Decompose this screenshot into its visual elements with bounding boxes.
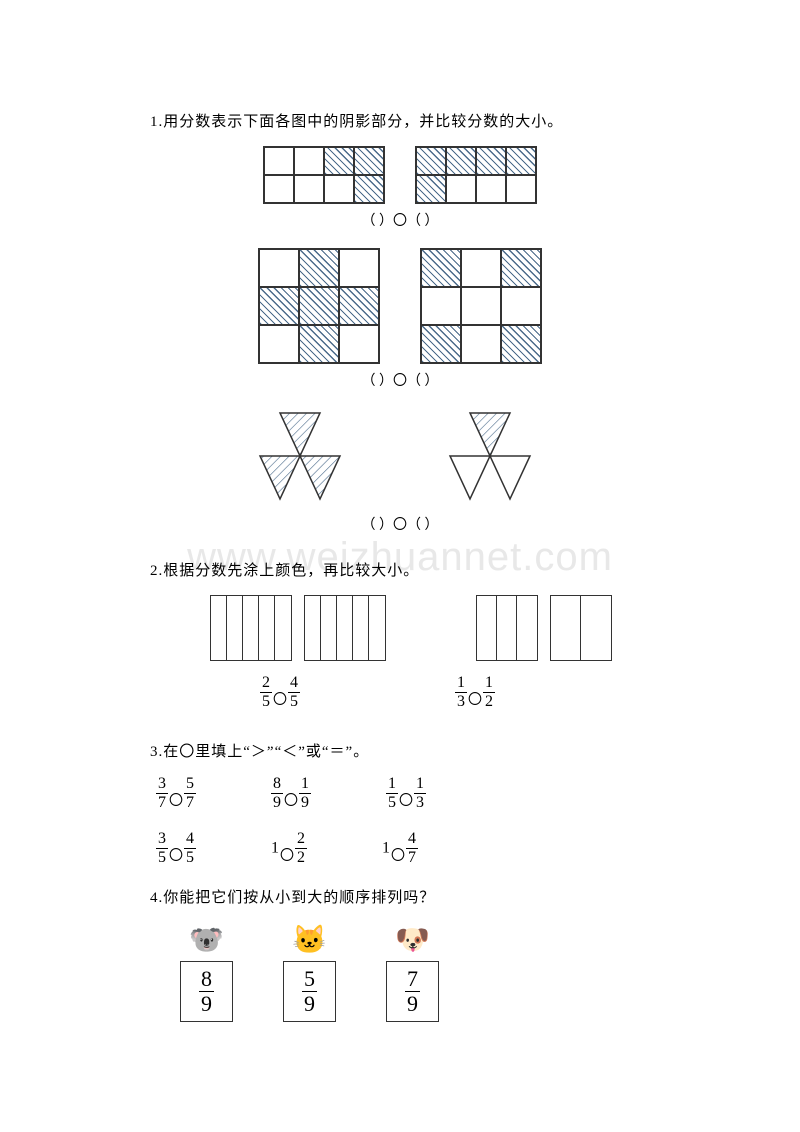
grid-cell: [264, 147, 294, 175]
comparison-item: 1〇47: [382, 831, 418, 866]
q1-row1-figures: [150, 146, 650, 204]
comparison-item: 89〇19: [271, 776, 311, 811]
comparison-item: 37〇57: [156, 776, 196, 811]
q4-animals: 🐨 89 🐱 59 🐶 79: [150, 922, 650, 1022]
grid-cell: [416, 175, 446, 203]
animal-icon: 🐱: [287, 922, 332, 957]
grid-cell: [339, 249, 379, 287]
q4-text: 4.你能把它们按从小到大的顺序排列吗？: [150, 886, 650, 907]
grid-cell: [416, 147, 446, 175]
grid-cell: [299, 325, 339, 363]
grid-cell: [354, 147, 384, 175]
grid-cell: [421, 287, 461, 325]
grid-cell: [339, 287, 379, 325]
grid-cell: [476, 147, 506, 175]
grid-cell: [299, 287, 339, 325]
grid-cell: [259, 287, 299, 325]
grid-cell: [259, 249, 299, 287]
fraction-box: 79: [386, 961, 439, 1022]
animal-icon: 🐶: [390, 922, 435, 957]
q2-text: 2.根据分数先涂上颜色，再比较大小。: [150, 559, 650, 580]
grid-cell: [461, 249, 501, 287]
grid-cell: [446, 175, 476, 203]
animal-item: 🐶 79: [386, 922, 439, 1022]
strip-2: [550, 595, 612, 661]
q3-rows: 37〇57 89〇19 15〇13 35〇45 1〇22 1〇47: [150, 776, 650, 866]
q1-text: 1.用分数表示下面各图中的阴影部分，并比较分数的大小。: [150, 110, 650, 131]
grid-cell: [421, 249, 461, 287]
comparison-item: 35〇45: [156, 831, 196, 866]
grid-cell: [501, 287, 541, 325]
strip-3: [476, 595, 538, 661]
strip-5-b: [304, 595, 386, 661]
grid-cell: [339, 325, 379, 363]
grid-cell: [354, 175, 384, 203]
grid-cell: [506, 147, 536, 175]
grid-cell: [324, 175, 354, 203]
q2-comparisons: 25〇45 13〇12: [150, 675, 650, 710]
grid-cell: [461, 287, 501, 325]
grid-cell: [421, 325, 461, 363]
grid-cell: [294, 147, 324, 175]
grid-2x4-right: [415, 146, 537, 204]
q2-figures: [150, 595, 650, 661]
comparison-item: 1〇22: [271, 831, 307, 866]
grid-cell: [506, 175, 536, 203]
strip-5-a: [210, 595, 292, 661]
grid-2x4-left: [263, 146, 385, 204]
comparison-item: 15〇13: [386, 776, 426, 811]
grid-3x3-left: [258, 248, 380, 364]
q3-text: 3.在〇里填上“＞”“＜”或“＝”。: [150, 740, 650, 761]
grid-cell: [501, 249, 541, 287]
animal-item: 🐱 59: [283, 922, 336, 1022]
fraction-box: 89: [180, 961, 233, 1022]
q1-row3-answer: （ ）〇（ ）: [150, 514, 650, 534]
grid-cell: [461, 325, 501, 363]
q1-row2-figures: [150, 248, 650, 364]
grid-cell: [324, 147, 354, 175]
grid-cell: [259, 325, 299, 363]
grid-cell: [299, 249, 339, 287]
q1-row3-figures: [150, 408, 650, 508]
worksheet-page: 1.用分数表示下面各图中的阴影部分，并比较分数的大小。 （ ）〇（ ） （ ）〇…: [0, 0, 800, 1082]
triangles-left: [235, 408, 375, 508]
grid-cell: [501, 325, 541, 363]
q1-row2-answer: （ ）〇（ ）: [150, 370, 650, 390]
fraction-box: 59: [283, 961, 336, 1022]
grid-cell: [476, 175, 506, 203]
grid-cell: [294, 175, 324, 203]
animal-item: 🐨 89: [180, 922, 233, 1022]
grid-3x3-right: [420, 248, 542, 364]
grid-cell: [264, 175, 294, 203]
triangles-right: [425, 408, 565, 508]
grid-cell: [446, 147, 476, 175]
q1-row1-answer: （ ）〇（ ）: [150, 210, 650, 230]
animal-icon: 🐨: [184, 922, 229, 957]
